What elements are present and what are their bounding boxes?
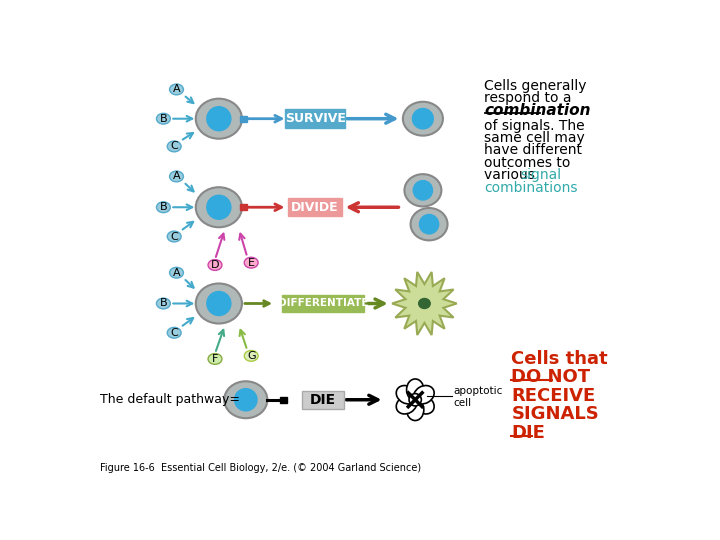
Text: outcomes to: outcomes to (485, 156, 571, 170)
Text: F: F (212, 354, 218, 364)
Ellipse shape (235, 389, 257, 411)
Ellipse shape (167, 327, 181, 338)
Ellipse shape (156, 202, 171, 213)
Text: D: D (211, 260, 220, 270)
Ellipse shape (403, 102, 443, 136)
Ellipse shape (167, 141, 181, 152)
Text: E: E (248, 258, 255, 268)
FancyBboxPatch shape (302, 390, 343, 409)
Ellipse shape (405, 174, 441, 206)
Text: signal: signal (521, 168, 562, 182)
Text: of signals. The: of signals. The (485, 119, 585, 133)
Text: same cell may: same cell may (485, 131, 585, 145)
Ellipse shape (407, 379, 424, 401)
FancyBboxPatch shape (282, 295, 364, 312)
Ellipse shape (196, 187, 242, 227)
Ellipse shape (244, 350, 258, 361)
Ellipse shape (196, 284, 242, 323)
Text: SURVIVE: SURVIVE (284, 112, 346, 125)
Text: combinations: combinations (485, 181, 578, 195)
Text: A: A (173, 268, 180, 278)
Text: B: B (160, 114, 167, 124)
Text: B: B (160, 299, 167, 308)
Text: DIE: DIE (511, 423, 545, 442)
Text: C: C (171, 232, 178, 241)
Text: G: G (247, 351, 256, 361)
Text: DIE: DIE (310, 393, 336, 407)
Ellipse shape (410, 208, 448, 240)
Ellipse shape (224, 381, 267, 418)
Text: The default pathway=: The default pathway= (99, 393, 240, 406)
Text: cell: cell (454, 398, 472, 408)
Text: Cells generally: Cells generally (485, 79, 587, 93)
Ellipse shape (156, 113, 171, 124)
Text: DIFFERENTIATE: DIFFERENTIATE (277, 299, 368, 308)
Text: Figure 16-6  Essential Cell Biology, 2/e. (© 2004 Garland Science): Figure 16-6 Essential Cell Biology, 2/e.… (99, 463, 420, 473)
Ellipse shape (170, 84, 184, 95)
Text: C: C (171, 141, 178, 151)
Ellipse shape (170, 171, 184, 182)
Text: C: C (171, 328, 178, 338)
Ellipse shape (244, 257, 258, 268)
Ellipse shape (407, 399, 424, 421)
Text: SIGNALS: SIGNALS (511, 405, 599, 423)
Text: combination: combination (485, 103, 591, 118)
Ellipse shape (207, 195, 231, 219)
Text: B: B (160, 202, 167, 212)
FancyBboxPatch shape (240, 116, 246, 122)
Ellipse shape (170, 267, 184, 278)
Ellipse shape (396, 395, 417, 414)
Ellipse shape (167, 231, 181, 242)
Text: DO NOT: DO NOT (511, 368, 590, 386)
Ellipse shape (207, 292, 231, 315)
Ellipse shape (418, 299, 431, 308)
Ellipse shape (208, 260, 222, 271)
Text: Cells that: Cells that (511, 350, 608, 368)
Ellipse shape (196, 99, 242, 139)
Ellipse shape (396, 386, 417, 404)
FancyBboxPatch shape (240, 204, 246, 211)
FancyBboxPatch shape (279, 397, 287, 403)
Ellipse shape (420, 214, 438, 234)
Ellipse shape (156, 298, 171, 309)
Ellipse shape (409, 394, 421, 406)
Ellipse shape (413, 109, 433, 129)
Text: A: A (173, 84, 180, 94)
Ellipse shape (413, 180, 433, 200)
Text: have different: have different (485, 143, 582, 157)
Text: respond to a: respond to a (485, 91, 572, 105)
Ellipse shape (208, 354, 222, 364)
Text: apoptotic: apoptotic (454, 386, 503, 395)
Polygon shape (392, 272, 456, 335)
FancyBboxPatch shape (288, 198, 342, 217)
Text: RECEIVE: RECEIVE (511, 387, 595, 404)
Ellipse shape (413, 386, 434, 404)
Ellipse shape (413, 395, 434, 414)
Ellipse shape (207, 107, 231, 131)
FancyBboxPatch shape (285, 110, 345, 128)
Text: DIVIDE: DIVIDE (292, 201, 339, 214)
Text: A: A (173, 172, 180, 181)
Text: various: various (485, 168, 540, 182)
